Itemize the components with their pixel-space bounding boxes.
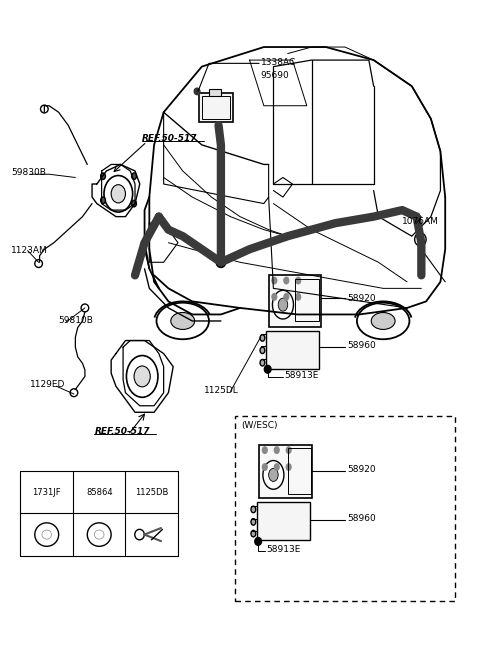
- Ellipse shape: [272, 277, 277, 284]
- Ellipse shape: [111, 185, 125, 203]
- Bar: [257, 502, 310, 540]
- Ellipse shape: [70, 389, 78, 397]
- Text: 58920: 58920: [347, 293, 375, 303]
- Text: 58913E: 58913E: [267, 546, 301, 554]
- Ellipse shape: [296, 293, 300, 300]
- Ellipse shape: [260, 360, 265, 366]
- Ellipse shape: [81, 304, 89, 312]
- Ellipse shape: [171, 312, 195, 329]
- Bar: [259, 445, 312, 498]
- Ellipse shape: [194, 88, 200, 95]
- Ellipse shape: [260, 347, 265, 354]
- Bar: [209, 90, 221, 96]
- Text: 59830B: 59830B: [11, 168, 46, 177]
- Ellipse shape: [275, 464, 279, 470]
- Ellipse shape: [272, 293, 277, 300]
- Text: 95690: 95690: [261, 71, 289, 80]
- Text: REF.50-517: REF.50-517: [95, 427, 150, 436]
- Ellipse shape: [284, 277, 288, 284]
- Ellipse shape: [35, 259, 42, 267]
- Ellipse shape: [132, 173, 136, 179]
- Ellipse shape: [101, 197, 106, 204]
- Bar: [199, 93, 233, 122]
- Bar: [269, 275, 321, 328]
- Ellipse shape: [357, 303, 409, 339]
- Text: 59810B: 59810B: [59, 316, 94, 326]
- Text: 58913E: 58913E: [284, 371, 319, 381]
- Ellipse shape: [263, 460, 284, 489]
- Ellipse shape: [42, 530, 51, 539]
- Text: 1123AM: 1123AM: [11, 246, 48, 255]
- Ellipse shape: [35, 523, 59, 546]
- Ellipse shape: [156, 303, 209, 339]
- Bar: [266, 331, 319, 369]
- Bar: [202, 96, 230, 119]
- Text: 58960: 58960: [347, 514, 376, 523]
- Ellipse shape: [278, 298, 288, 311]
- Ellipse shape: [251, 506, 256, 513]
- Text: 1129ED: 1129ED: [30, 381, 65, 389]
- Ellipse shape: [134, 366, 150, 387]
- Ellipse shape: [286, 447, 291, 453]
- Ellipse shape: [101, 173, 106, 179]
- Text: (W/ESC): (W/ESC): [241, 421, 277, 430]
- Ellipse shape: [95, 530, 104, 539]
- Text: 1731JF: 1731JF: [33, 488, 61, 496]
- Ellipse shape: [255, 538, 262, 546]
- Ellipse shape: [40, 105, 48, 113]
- Bar: [235, 415, 455, 601]
- Ellipse shape: [132, 200, 136, 207]
- Text: 1076AM: 1076AM: [402, 217, 439, 227]
- Ellipse shape: [260, 335, 265, 341]
- Bar: [288, 448, 311, 494]
- Ellipse shape: [263, 447, 267, 453]
- Ellipse shape: [135, 529, 144, 540]
- Ellipse shape: [284, 293, 288, 300]
- Ellipse shape: [286, 464, 291, 470]
- Ellipse shape: [273, 290, 293, 319]
- Ellipse shape: [296, 277, 300, 284]
- Bar: [295, 278, 319, 321]
- Text: 85864: 85864: [86, 488, 112, 496]
- Ellipse shape: [87, 523, 111, 546]
- Text: REF.50-517: REF.50-517: [142, 134, 198, 143]
- Ellipse shape: [371, 312, 395, 329]
- Ellipse shape: [275, 447, 279, 453]
- Text: 1338AC: 1338AC: [261, 58, 296, 67]
- Text: 58960: 58960: [347, 341, 376, 350]
- Ellipse shape: [104, 176, 132, 212]
- Text: 1125DB: 1125DB: [135, 488, 168, 496]
- Text: 58920: 58920: [347, 465, 375, 474]
- Ellipse shape: [251, 531, 256, 537]
- Ellipse shape: [269, 468, 278, 481]
- Ellipse shape: [263, 464, 267, 470]
- Ellipse shape: [126, 356, 158, 398]
- Ellipse shape: [251, 519, 256, 525]
- Ellipse shape: [216, 257, 226, 267]
- Ellipse shape: [264, 365, 271, 373]
- Ellipse shape: [415, 233, 426, 246]
- Text: 1125DL: 1125DL: [204, 386, 239, 394]
